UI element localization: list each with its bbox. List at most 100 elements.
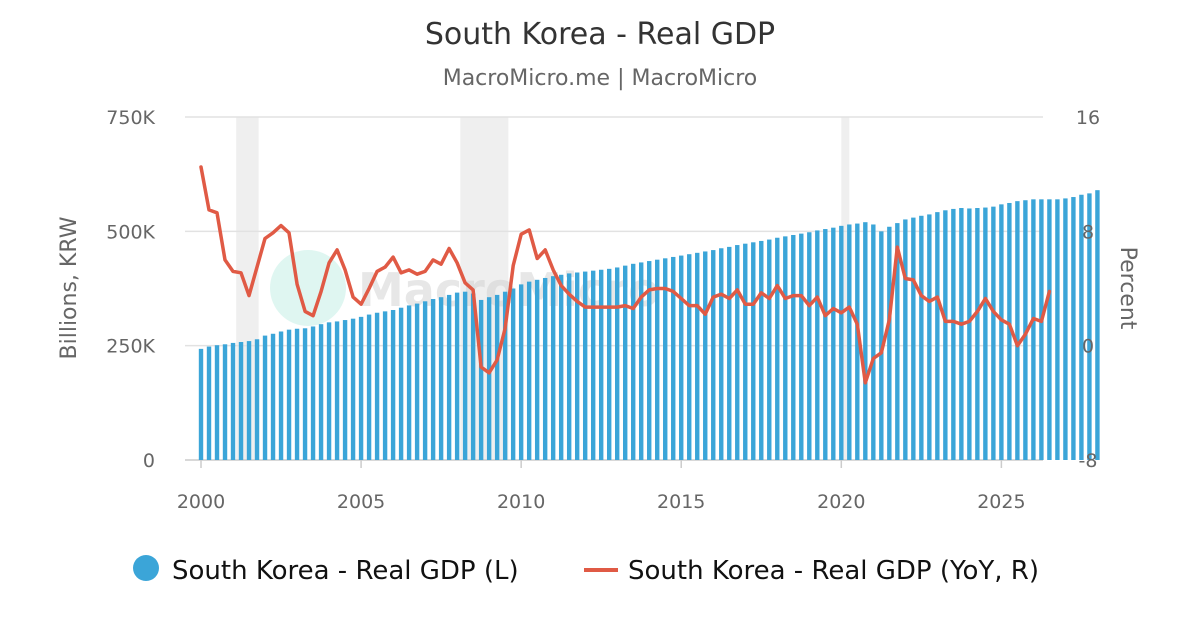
gdp-bar — [558, 274, 564, 460]
gdp-bar — [246, 341, 252, 460]
gdp-bar — [262, 335, 268, 460]
gdp-bar — [526, 281, 532, 460]
gdp-bar — [847, 224, 852, 460]
right-tick-label: 8 — [1082, 221, 1094, 243]
gdp-bar — [310, 326, 316, 460]
gdp-bar — [695, 252, 700, 460]
gdp-bar — [679, 255, 684, 460]
gdp-bar — [598, 269, 604, 460]
gdp-bar — [807, 232, 812, 460]
gdp-bar — [759, 240, 764, 460]
legend: South Korea - Real GDP (L) South Korea -… — [133, 555, 1039, 586]
gdp-bar — [871, 224, 876, 460]
gdp-bar — [478, 299, 484, 460]
gdp-bar — [542, 277, 548, 460]
gdp-bar — [743, 243, 748, 460]
gdp-bar — [991, 206, 996, 460]
gdp-bar — [951, 208, 956, 460]
x-tick-label: 2005 — [337, 491, 385, 513]
gdp-bar — [895, 223, 900, 460]
left-axis-title: Billions, KRW — [57, 216, 82, 359]
gdp-bar — [1087, 193, 1092, 460]
gdp-bar — [302, 328, 308, 460]
gdp-bar — [727, 246, 732, 460]
gdp-bar — [1007, 202, 1012, 460]
gdp-bar — [823, 229, 828, 460]
gdp-bar — [470, 293, 476, 460]
gdp-bar — [719, 248, 724, 460]
gdp-bar — [366, 314, 372, 460]
gdp-bar — [919, 215, 924, 460]
gdp-bar — [278, 331, 284, 460]
gdp-bar — [510, 288, 516, 460]
gdp-bar — [414, 303, 420, 460]
x-axis-ticks: 2000 2005 2010 2015 2020 2025 — [177, 460, 1026, 513]
gdp-bar — [783, 236, 788, 460]
left-tick-label: 250K — [106, 336, 155, 358]
right-tick-label: -8 — [1079, 450, 1098, 472]
gdp-bar — [606, 268, 612, 460]
gdp-bar — [430, 299, 436, 460]
gdp-bar — [206, 346, 212, 460]
gdp-bar — [703, 251, 708, 460]
gdp-bar — [711, 250, 716, 460]
gdp-bar — [671, 256, 676, 460]
gdp-bar — [943, 210, 948, 460]
gdp-bar — [214, 345, 220, 460]
gdp-bar — [791, 234, 796, 460]
gdp-bar — [935, 212, 940, 460]
gdp-bar — [799, 233, 804, 460]
grid-lines — [185, 116, 1043, 461]
bar-series — [198, 190, 1100, 461]
gdp-bar — [590, 270, 596, 460]
chart-title: South Korea - Real GDP — [425, 17, 775, 52]
gdp-bar — [903, 219, 908, 460]
gdp-bar — [839, 225, 844, 460]
gdp-bar — [1023, 200, 1028, 460]
legend-item-gdp[interactable]: South Korea - Real GDP (L) — [133, 555, 519, 586]
right-axis-title: Percent — [1115, 247, 1140, 330]
chart-subtitle: MacroMicro.me | MacroMicro — [443, 66, 758, 91]
gdp-bar — [374, 312, 380, 460]
gdp-bar — [502, 291, 508, 460]
gdp-bar — [398, 307, 404, 460]
gdp-bar — [422, 301, 428, 460]
gdp-bar — [751, 242, 756, 460]
gdp-bar — [198, 348, 204, 460]
gdp-bar — [238, 342, 244, 460]
gdp-bar — [959, 208, 964, 460]
right-axis-ticks: 16 8 0 -8 — [1076, 107, 1100, 472]
gdp-bar — [462, 291, 468, 460]
gdp-bar — [663, 258, 668, 460]
gdp-bar — [967, 208, 972, 460]
right-tick-label: 16 — [1076, 107, 1100, 129]
gdp-bar — [334, 321, 340, 460]
gdp-bar — [222, 344, 228, 460]
gdp-bar — [518, 284, 524, 460]
gdp-bar — [1071, 197, 1076, 461]
gdp-bar — [574, 272, 580, 460]
gdp-bar — [454, 292, 460, 460]
gdp-bar — [406, 305, 412, 460]
gdp-bar — [1095, 190, 1100, 460]
gdp-bar — [550, 276, 556, 460]
legend-marker-gdp — [133, 555, 159, 581]
gdp-bar — [623, 265, 628, 460]
gdp-bar — [1055, 199, 1060, 460]
gdp-bar — [318, 324, 324, 460]
gdp-bar — [815, 230, 820, 460]
gdp-bar — [382, 311, 388, 460]
gdp-bar — [1047, 199, 1052, 460]
gdp-bar — [1063, 198, 1068, 460]
gdp-bar — [438, 297, 444, 460]
legend-label-yoy: South Korea - Real GDP (YoY, R) — [628, 556, 1039, 586]
gdp-bar — [566, 273, 572, 460]
gdp-bar — [863, 222, 868, 460]
gdp-bar — [294, 328, 300, 460]
gdp-bar — [1039, 199, 1044, 460]
x-tick-label: 2020 — [817, 491, 865, 513]
legend-item-yoy[interactable]: South Korea - Real GDP (YoY, R) — [584, 556, 1039, 586]
gdp-bar — [1015, 201, 1020, 460]
gdp-bar — [286, 329, 292, 460]
gdp-bar — [647, 261, 652, 460]
